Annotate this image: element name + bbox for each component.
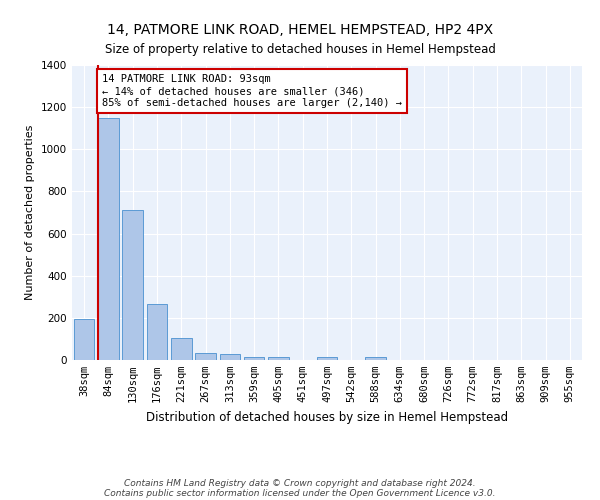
Bar	[74, 319, 94, 360]
Bar	[244, 358, 265, 360]
Bar	[317, 357, 337, 360]
Bar	[220, 354, 240, 360]
Bar	[268, 358, 289, 360]
Text: Size of property relative to detached houses in Hemel Hempstead: Size of property relative to detached ho…	[104, 42, 496, 56]
Bar	[195, 352, 216, 360]
Y-axis label: Number of detached properties: Number of detached properties	[25, 125, 35, 300]
Text: 14, PATMORE LINK ROAD, HEMEL HEMPSTEAD, HP2 4PX: 14, PATMORE LINK ROAD, HEMEL HEMPSTEAD, …	[107, 22, 493, 36]
Bar	[171, 338, 191, 360]
Text: 14 PATMORE LINK ROAD: 93sqm
← 14% of detached houses are smaller (346)
85% of se: 14 PATMORE LINK ROAD: 93sqm ← 14% of det…	[102, 74, 402, 108]
Text: Contains HM Land Registry data © Crown copyright and database right 2024.: Contains HM Land Registry data © Crown c…	[124, 478, 476, 488]
Bar	[365, 357, 386, 360]
X-axis label: Distribution of detached houses by size in Hemel Hempstead: Distribution of detached houses by size …	[146, 410, 508, 424]
Bar	[146, 304, 167, 360]
Bar	[98, 118, 119, 360]
Bar	[122, 210, 143, 360]
Text: Contains public sector information licensed under the Open Government Licence v3: Contains public sector information licen…	[104, 488, 496, 498]
